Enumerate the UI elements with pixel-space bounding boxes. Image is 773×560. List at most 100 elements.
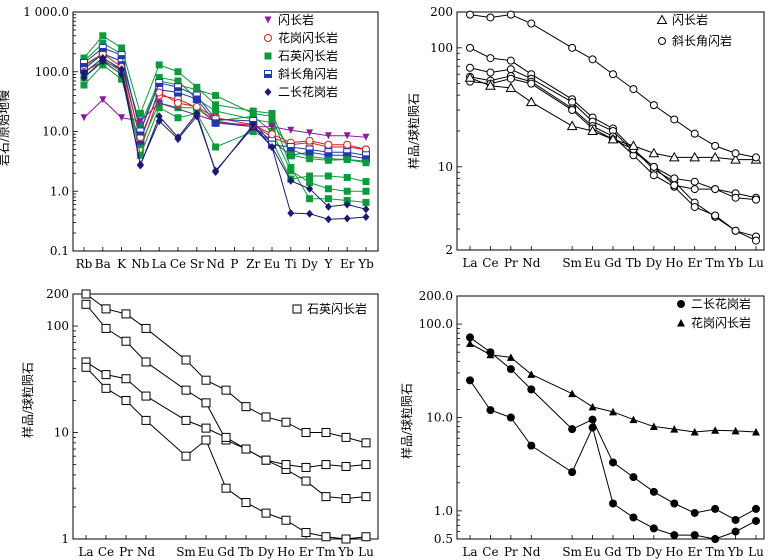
data-point — [121, 336, 131, 346]
data-point — [486, 54, 495, 63]
y-axis-label: 样品/球粒陨石 — [20, 362, 35, 438]
y-tick-label: 1.0 — [434, 504, 453, 518]
x-tick-label: Nb — [131, 257, 150, 271]
y-tick-label: 0.1 — [50, 244, 69, 258]
data-point — [221, 483, 231, 493]
data-point — [466, 333, 474, 342]
legend-marker — [677, 300, 685, 308]
data-point — [306, 179, 314, 187]
y-tick-label: 200.0 — [419, 289, 453, 303]
series-4 — [80, 43, 370, 160]
data-point-fill — [343, 152, 351, 156]
x-tick-label: Nd — [137, 545, 156, 559]
x-tick-label: Nd — [207, 257, 226, 271]
legend-marker — [264, 88, 272, 96]
data-point — [121, 309, 131, 319]
y-tick-label: 100 — [46, 319, 69, 333]
data-point — [241, 444, 251, 454]
data-point — [486, 350, 495, 359]
data-point — [212, 107, 220, 115]
data-point — [81, 299, 91, 309]
data-point — [181, 415, 191, 425]
x-tick-label: Nd — [522, 256, 541, 270]
legend-item: 花岗闪长岩 — [677, 315, 751, 330]
data-point — [101, 304, 111, 314]
data-point — [155, 74, 163, 82]
y-tick-label: 0.5 — [434, 532, 453, 546]
data-point — [249, 120, 257, 129]
data-point — [690, 177, 699, 186]
data-point — [731, 226, 740, 235]
data-point — [249, 128, 257, 135]
x-tick-label: Tb — [626, 545, 642, 559]
data-point — [212, 167, 220, 176]
data-point — [711, 504, 720, 513]
data-point-fill — [136, 131, 144, 135]
data-point — [505, 82, 517, 92]
y-tick-label: 10 — [438, 160, 453, 174]
data-point — [181, 355, 191, 365]
sample-line-3 — [81, 362, 371, 544]
sample-line-2 — [81, 357, 371, 472]
y-tick-label: 100.0 — [419, 317, 453, 331]
legend-item: 二长花岗岩 — [264, 84, 338, 99]
data-point — [588, 423, 597, 432]
legend-item: 花岗闪长岩 — [264, 30, 338, 45]
data-point — [212, 101, 220, 109]
data-point — [306, 172, 314, 180]
legend-marker — [292, 304, 302, 314]
x-tick-label: La — [152, 257, 167, 271]
x-tick-label: Zr — [246, 257, 260, 271]
data-point — [287, 209, 295, 218]
data-point — [324, 132, 332, 140]
data-point — [568, 389, 577, 398]
x-tick-label: Eu — [584, 256, 601, 270]
data-point — [287, 151, 295, 159]
data-point — [268, 143, 276, 152]
data-point — [212, 92, 220, 100]
x-tick-label: Sm — [176, 545, 196, 559]
x-tick-label: Nd — [522, 545, 541, 559]
data-point — [486, 68, 495, 77]
legend-label: 斜长角闪岩 — [672, 33, 732, 48]
y-tick-label: 1 000.0 — [23, 5, 69, 19]
data-point — [752, 153, 760, 162]
data-point — [649, 487, 658, 496]
data-point — [174, 133, 182, 142]
data-point-fill — [193, 95, 201, 100]
data-point — [101, 383, 111, 393]
data-point — [321, 428, 331, 438]
legend-item: 斜长角闪岩 — [658, 33, 732, 48]
data-point — [731, 193, 740, 202]
data-point-fill — [306, 152, 314, 156]
x-tick-label: Lu — [358, 545, 374, 559]
data-point — [486, 406, 495, 415]
legend-label: 花岗闪长岩 — [691, 315, 751, 330]
data-point — [101, 370, 111, 380]
data-point — [301, 476, 311, 486]
data-point-fill — [212, 122, 220, 127]
data-point — [668, 151, 680, 162]
data-point — [136, 110, 144, 118]
data-point — [466, 376, 474, 385]
data-point — [506, 56, 515, 65]
x-tick-label: Pr — [504, 545, 518, 559]
x-tick-label: Gd — [604, 545, 622, 559]
data-point — [609, 499, 617, 508]
legend-marker — [656, 14, 668, 24]
x-tick-label: Lu — [748, 545, 764, 559]
data-point — [466, 10, 474, 19]
data-point-fill — [80, 63, 88, 67]
data-point — [99, 96, 107, 104]
data-point — [118, 114, 126, 122]
sample-line-1 — [466, 376, 760, 543]
y-tick-label: 1 — [61, 532, 69, 546]
data-point — [281, 515, 291, 525]
data-point — [99, 39, 107, 47]
data-point — [121, 374, 131, 384]
data-point — [711, 141, 720, 150]
data-point — [506, 365, 515, 374]
series-line — [469, 337, 757, 521]
y-tick-label: 10.0 — [42, 125, 69, 139]
x-tick-label: Dy — [258, 545, 275, 559]
